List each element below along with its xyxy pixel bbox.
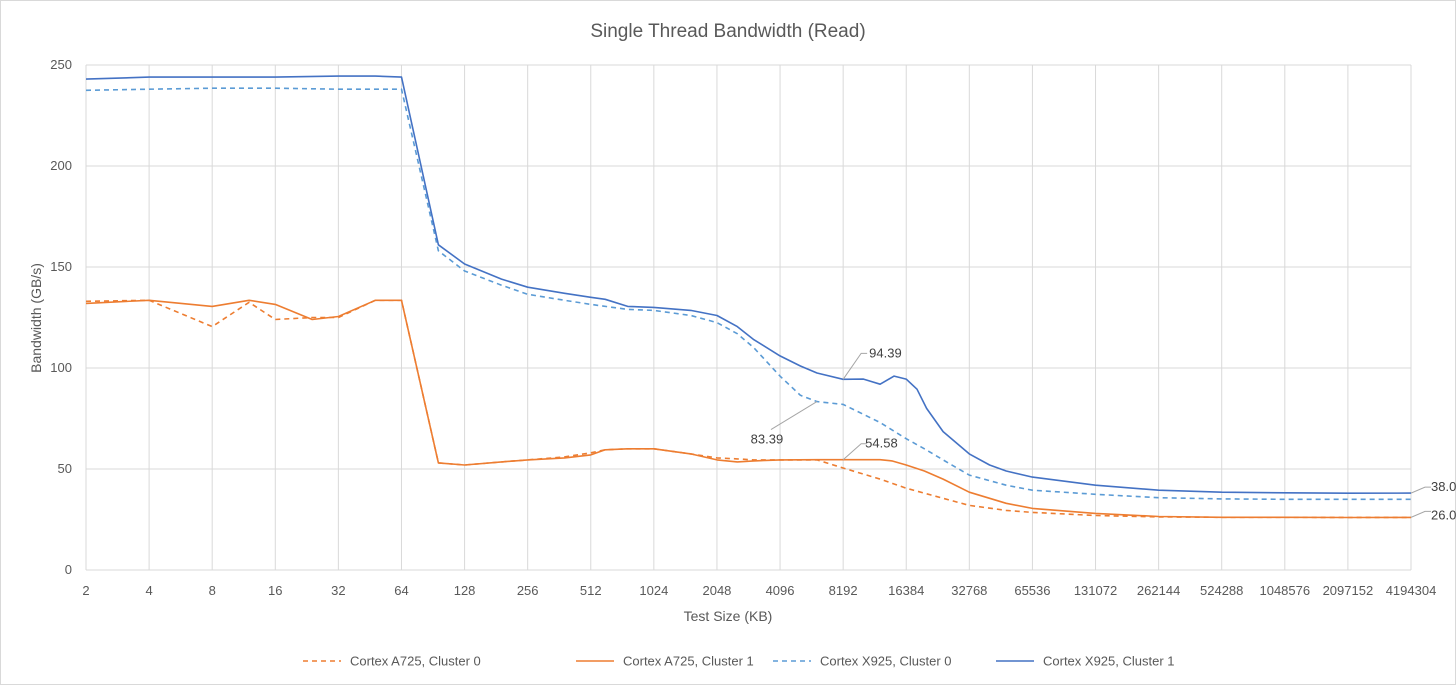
x-tick-label: 512 — [580, 583, 602, 598]
annotation-label: 94.39 — [869, 345, 902, 360]
x-tick-label: 524288 — [1200, 583, 1243, 598]
y-tick-label: 250 — [50, 57, 72, 72]
legend-label-2: Cortex A725, Cluster 1 — [623, 654, 754, 669]
x-tick-label: 4194304 — [1386, 583, 1437, 598]
legend-label-4: Cortex X925, Cluster 1 — [1043, 654, 1175, 669]
gridlines — [85, 64, 1412, 571]
legend-label-1: Cortex A725, Cluster 0 — [350, 654, 481, 669]
x-tick-label: 16384 — [888, 583, 924, 598]
x-tick-label: 65536 — [1014, 583, 1050, 598]
annotation-label: 83.39 — [751, 432, 784, 447]
y-axis-label: Bandwidth (GB/s) — [28, 263, 44, 373]
x-tick-label: 131072 — [1074, 583, 1117, 598]
x-tick-label: 1024 — [639, 583, 668, 598]
x-tick-label: 256 — [517, 583, 539, 598]
annotation-leader-line — [770, 401, 818, 430]
x-tick-label: 262144 — [1137, 583, 1180, 598]
annotation-leader-line — [1410, 486, 1431, 494]
legend-label-3: Cortex X925, Cluster 0 — [820, 654, 952, 669]
x-tick-label: 32 — [331, 583, 345, 598]
legend: Cortex A725, Cluster 0 Cortex A725, Clust… — [303, 654, 1175, 669]
x-tick-label: 8 — [209, 583, 216, 598]
annotation-label: 54.58 — [865, 436, 898, 451]
annotation-label: 26.05 — [1431, 507, 1456, 522]
chart-title: Single Thread Bandwidth (Read) — [590, 21, 865, 42]
annotation-leader-line — [842, 443, 868, 461]
annotation-leader-line — [1410, 510, 1431, 518]
y-tick-label: 50 — [58, 461, 72, 476]
series-line-4 — [85, 75, 1412, 494]
x-axis-ticks: 2 4 8 16 32 64 128 256 512 1024 2048 4096 8192 16384 3… — [82, 583, 1436, 598]
series-lines — [85, 75, 1412, 519]
x-tick-label: 1048576 — [1259, 583, 1310, 598]
x-tick-label: 64 — [394, 583, 408, 598]
x-tick-label: 32768 — [951, 583, 987, 598]
x-tick-label: 16 — [268, 583, 282, 598]
x-tick-label: 2048 — [702, 583, 731, 598]
x-tick-label: 4 — [145, 583, 152, 598]
x-tick-label: 4096 — [766, 583, 795, 598]
series-line-3 — [85, 87, 1411, 501]
data-annotations: 94.39 83.39 54.58 38.06 26.05 — [751, 345, 1456, 522]
annotation-label: 38.06 — [1431, 479, 1456, 494]
series-line-1 — [85, 299, 1412, 519]
y-axis-ticks: 0 50 100 150 200 250 — [50, 57, 72, 577]
y-tick-label: 200 — [50, 158, 72, 173]
x-tick-label: 128 — [454, 583, 476, 598]
x-tick-label: 8192 — [829, 583, 858, 598]
y-tick-label: 150 — [50, 259, 72, 274]
x-tick-label: 2097152 — [1323, 583, 1374, 598]
x-tick-label: 2 — [82, 583, 89, 598]
y-tick-label: 100 — [50, 360, 72, 375]
x-axis-label: Test Size (KB) — [684, 608, 773, 624]
y-tick-label: 0 — [65, 562, 72, 577]
series-line-2 — [85, 299, 1412, 519]
annotation-leader-line — [842, 352, 868, 380]
